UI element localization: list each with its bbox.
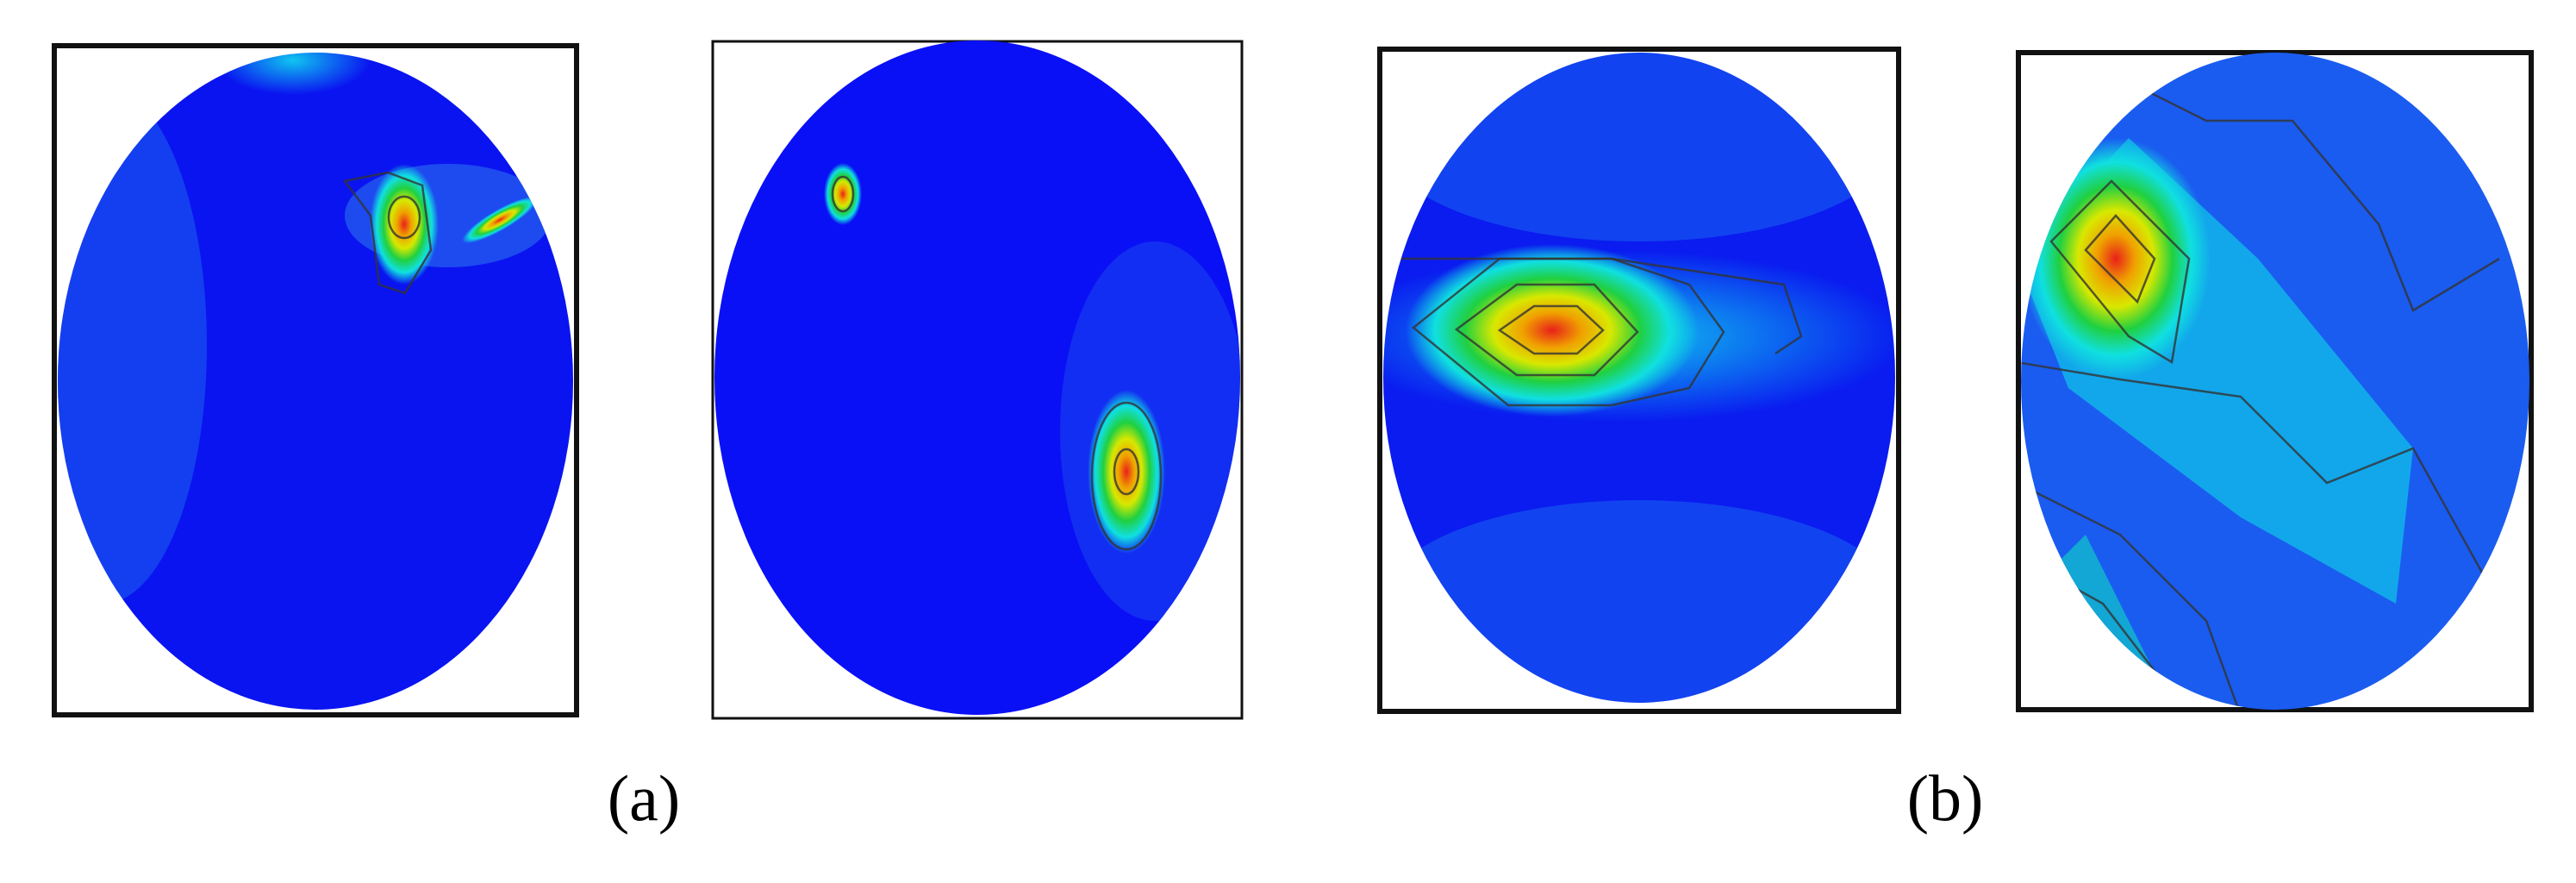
pole-figure [1377, 47, 1901, 714]
pole-figure [711, 40, 1244, 720]
pole-figure [52, 43, 579, 717]
pole-figure [2016, 50, 2534, 712]
panel-label: (a) [608, 762, 680, 835]
panel-label: (b) [1907, 762, 1984, 835]
